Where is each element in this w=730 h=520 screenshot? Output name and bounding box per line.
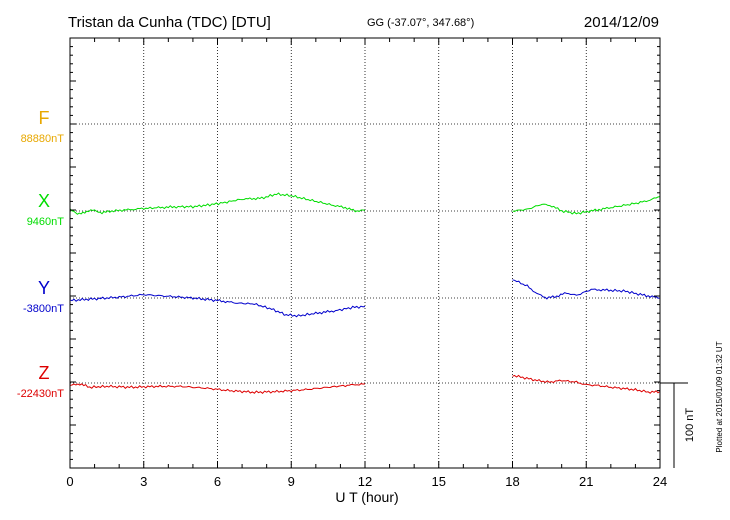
series-name-z: Z	[39, 363, 50, 383]
trace-x	[69, 192, 366, 215]
date-label: 2014/12/09	[584, 14, 659, 31]
series-baseline-x: 9460nT	[27, 216, 65, 228]
trace-y	[512, 279, 661, 300]
grid-lines	[70, 38, 660, 468]
series-baseline-z: -22430nT	[17, 388, 64, 400]
trace-y	[69, 293, 366, 318]
x-axis-title: U T (hour)	[335, 489, 398, 505]
station-title: Tristan da Cunha (TDC) [DTU]	[68, 14, 271, 31]
x-tick-label: 9	[288, 474, 295, 489]
plotted-timestamp: Plotted at 2015/01/09 01:32 UT	[715, 341, 724, 452]
coordinates-label: GG (-37.07°, 347.68°)	[367, 17, 474, 29]
trace-x	[512, 196, 661, 215]
scale-bar-label: 100 nT	[684, 408, 696, 443]
x-tick-label: 12	[358, 474, 372, 489]
trace-group	[69, 192, 661, 394]
scale-bar: 100 nT	[660, 382, 696, 468]
axis-ticks: 0 3 6 9 12 15 18 21 24	[66, 38, 667, 489]
trace-z	[69, 383, 366, 394]
x-tick-label: 18	[505, 474, 519, 489]
plot-frame	[69, 37, 661, 469]
x-tick-label: 0	[66, 474, 73, 489]
series-name-x: X	[38, 191, 50, 211]
x-tick-label: 3	[140, 474, 147, 489]
x-tick-label: 21	[579, 474, 593, 489]
trace-z	[512, 374, 661, 394]
x-tick-label: 6	[214, 474, 221, 489]
series-baseline-f: 88880nT	[21, 133, 65, 145]
x-tick-label: 24	[653, 474, 667, 489]
x-tick-label: 15	[432, 474, 446, 489]
series-baseline-y: -3800nT	[23, 303, 64, 315]
series-name-f: F	[39, 108, 50, 128]
series-name-y: Y	[38, 278, 50, 298]
series-labels: F 88880nT X 9460nT Y -3800nT Z -22430nT	[17, 108, 64, 400]
